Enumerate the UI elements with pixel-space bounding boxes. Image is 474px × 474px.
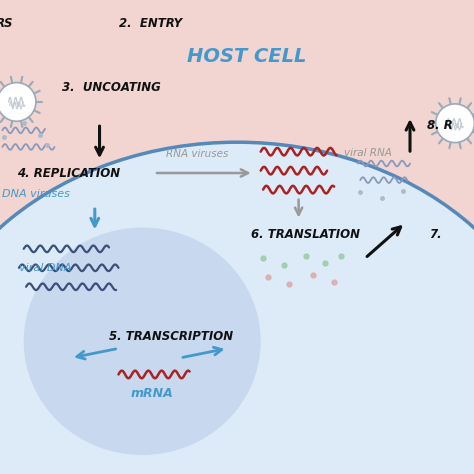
Text: 7.: 7. <box>429 228 442 241</box>
Text: RS: RS <box>0 17 13 30</box>
Text: 3.  UNCOATING: 3. UNCOATING <box>62 81 160 94</box>
Text: viral DNA: viral DNA <box>19 263 72 273</box>
Text: 6. TRANSLATION: 6. TRANSLATION <box>251 228 360 241</box>
Text: 4. REPLICATION: 4. REPLICATION <box>17 166 120 180</box>
Ellipse shape <box>0 142 474 474</box>
Text: 8. R: 8. R <box>427 119 452 132</box>
Circle shape <box>436 104 474 143</box>
Text: mRNA: mRNA <box>130 387 173 400</box>
Text: HOST CELL: HOST CELL <box>187 47 306 66</box>
Text: 2.  ENTRY: 2. ENTRY <box>118 17 182 30</box>
Text: viral RNA: viral RNA <box>344 147 392 158</box>
Circle shape <box>0 82 36 121</box>
Text: 5. TRANSCRIPTION: 5. TRANSCRIPTION <box>109 330 233 343</box>
Text: DNA viruses: DNA viruses <box>2 189 70 200</box>
Ellipse shape <box>24 228 261 455</box>
Text: RNA viruses: RNA viruses <box>166 149 228 159</box>
